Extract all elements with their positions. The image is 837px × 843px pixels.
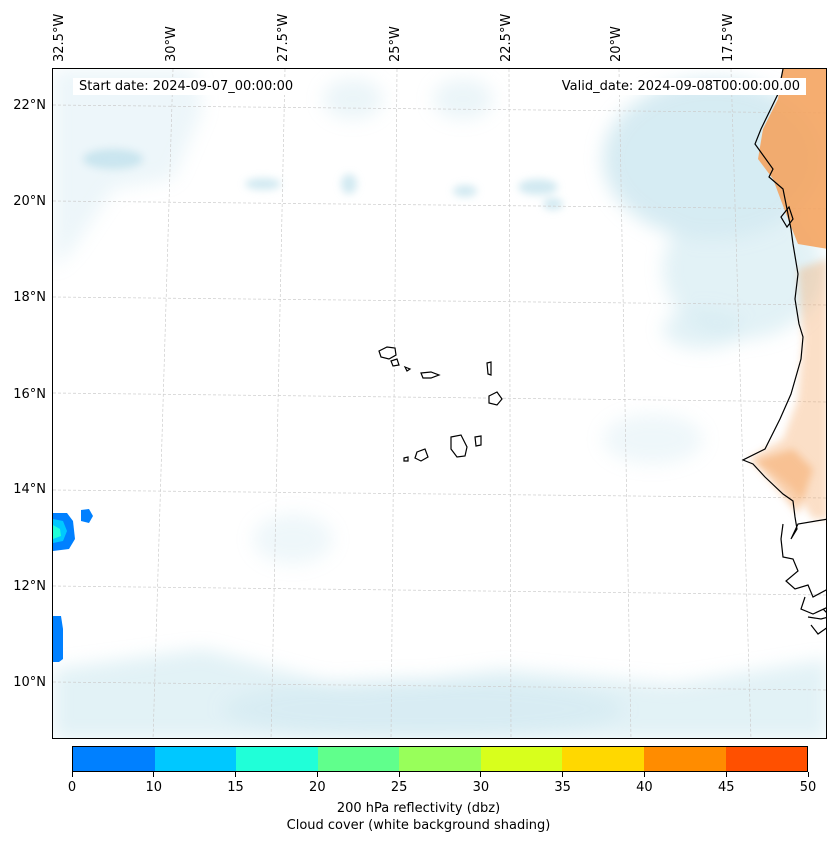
colorbar-tick-label: 50 [799,780,817,795]
colorbar-segment-6 [562,747,644,771]
colorbar-tick [562,772,564,777]
lon-label-22-5w: 22.5°W [499,13,514,62]
colorbar-segment-8 [725,747,808,771]
reflectivity-blobs [53,509,93,662]
coastline [741,69,826,635]
lon-label-32-5w: 32.5°W [52,13,67,62]
colorbar-title-line1: 200 hPa reflectivity (dbz) [336,801,501,816]
cloud-patches [83,149,563,210]
colorbar-segment-3 [317,747,400,771]
colorbar-tick-label: 30 [472,780,490,795]
colorbar-tick-label: 25 [390,780,408,795]
valid-date-label: Valid_date: 2024-09-08T00:00:00.00 [555,78,806,95]
lon-label-17-5w: 17.5°W [721,13,736,62]
land-reflectivity-shading [748,69,826,519]
colorbar-segment-7 [643,747,726,771]
graticule [53,69,826,738]
colorbar-segment-2 [236,747,318,771]
lon-label-25w: 25°W [388,26,403,62]
lat-label-22n: 22°N [13,98,46,113]
colorbar-tick-label: 15 [227,780,244,795]
lat-label-16n: 16°N [13,387,46,402]
colorbar-tick-label: 10 [145,780,163,795]
lon-label-20w: 20°W [609,26,624,62]
start-date-label: Start date: 2024-09-07_00:00:00 [73,78,300,95]
map-plot-area: Start date: 2024-09-07_00:00:00 Valid_da… [52,68,827,739]
lat-label-12n: 12°N [13,579,46,594]
colorbar-tick [235,772,237,777]
colorbar-tick [643,772,645,777]
colorbar-title-line2: Cloud cover (white background shading) [286,818,551,833]
cloud-cover-shading [53,69,826,738]
reflectivity-colorbar [72,746,808,772]
colorbar-tick [480,772,482,777]
colorbar-tick [725,772,727,777]
colorbar-segment-0 [73,747,155,771]
lat-label-18n: 18°N [13,290,46,305]
colorbar-segment-1 [154,747,237,771]
colorbar-tick [153,772,155,777]
colorbar-segment-5 [480,747,563,771]
colorbar-segment-4 [399,747,481,771]
colorbar-tick [398,772,400,777]
lon-label-30w: 30°W [164,26,179,62]
colorbar-tick-label: 45 [717,780,735,795]
map-canvas [53,69,826,738]
lon-label-27-5w: 27.5°W [276,13,291,62]
colorbar-tick-label: 35 [554,780,571,795]
colorbar-tick [807,772,809,777]
colorbar-tick [316,772,318,777]
colorbar-tick-label: 20 [309,780,326,795]
lat-label-10n: 10°N [13,675,46,690]
cape-verde-islands [378,346,503,462]
lat-label-14n: 14°N [13,482,46,497]
colorbar-tick-label: 0 [67,780,77,795]
lat-label-20n: 20°N [13,194,46,209]
colorbar-tick [71,772,73,777]
colorbar-tick-label: 40 [636,780,653,795]
